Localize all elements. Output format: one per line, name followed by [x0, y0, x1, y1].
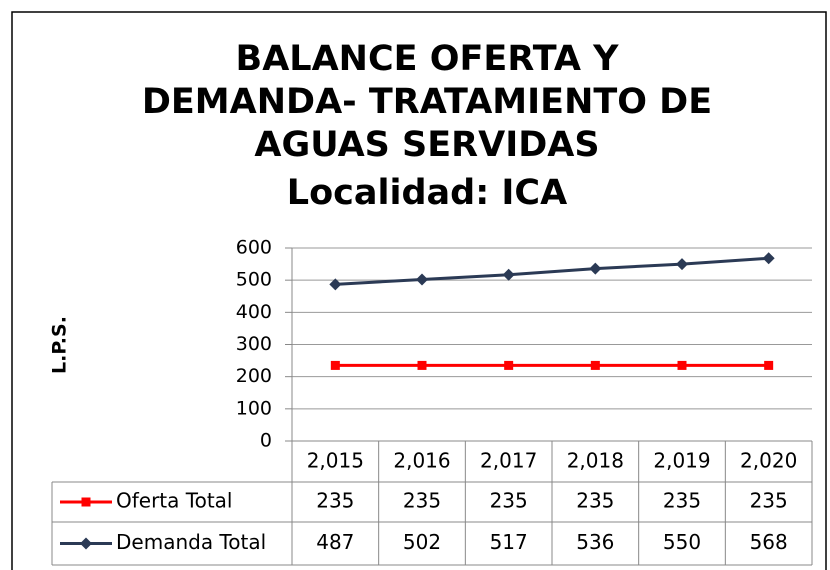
- marker: [504, 360, 514, 370]
- y-tick-label: 600: [236, 237, 272, 259]
- x-tick-label: 2,016: [393, 449, 450, 473]
- chart-title: AGUAS SERVIDAS: [254, 125, 599, 165]
- table-value: 568: [750, 530, 788, 554]
- marker: [416, 273, 428, 286]
- table-value: 517: [490, 530, 528, 554]
- table-value: 235: [663, 489, 701, 513]
- legend-label: Oferta Total: [116, 489, 232, 513]
- marker: [81, 497, 91, 507]
- table-value: 235: [750, 489, 788, 513]
- table-value: 487: [316, 530, 354, 554]
- table-value: 235: [316, 489, 354, 513]
- y-tick-label: 300: [236, 333, 272, 355]
- y-tick-label: 400: [236, 301, 272, 323]
- marker: [590, 360, 600, 370]
- marker: [330, 360, 340, 370]
- chart-title: DEMANDA- TRATAMIENTO DE: [142, 82, 712, 122]
- table-value: 235: [403, 489, 441, 513]
- marker: [677, 360, 687, 370]
- table-value: 235: [490, 489, 528, 513]
- legend-label: Demanda Total: [116, 530, 266, 554]
- chart-subtitle: Localidad: ICA: [287, 173, 567, 213]
- marker: [589, 262, 602, 275]
- y-tick-label: 0: [260, 430, 272, 452]
- chart-title: BALANCE OFERTA Y: [236, 39, 620, 79]
- series-line: [335, 256, 769, 286]
- y-tick-label: 500: [236, 269, 272, 291]
- x-tick-label: 2,015: [307, 449, 364, 473]
- x-tick-label: 2,017: [480, 449, 537, 473]
- y-tick-label: 200: [236, 365, 272, 387]
- table-value: 536: [576, 530, 614, 554]
- x-tick-label: 2,020: [740, 449, 797, 473]
- frame: [11, 11, 827, 570]
- table-value: 550: [663, 530, 701, 554]
- table-value: 502: [403, 530, 441, 554]
- marker: [417, 360, 427, 370]
- table-value: 235: [576, 489, 614, 513]
- y-axis-label: L.P.S.: [49, 316, 71, 374]
- marker: [762, 252, 775, 265]
- x-tick-label: 2,019: [653, 449, 710, 473]
- x-tick-label: 2,018: [567, 449, 624, 473]
- marker: [80, 537, 92, 550]
- marker: [502, 268, 515, 281]
- marker: [676, 258, 688, 271]
- marker: [329, 278, 342, 291]
- marker: [764, 360, 774, 370]
- y-tick-label: 100: [236, 397, 272, 419]
